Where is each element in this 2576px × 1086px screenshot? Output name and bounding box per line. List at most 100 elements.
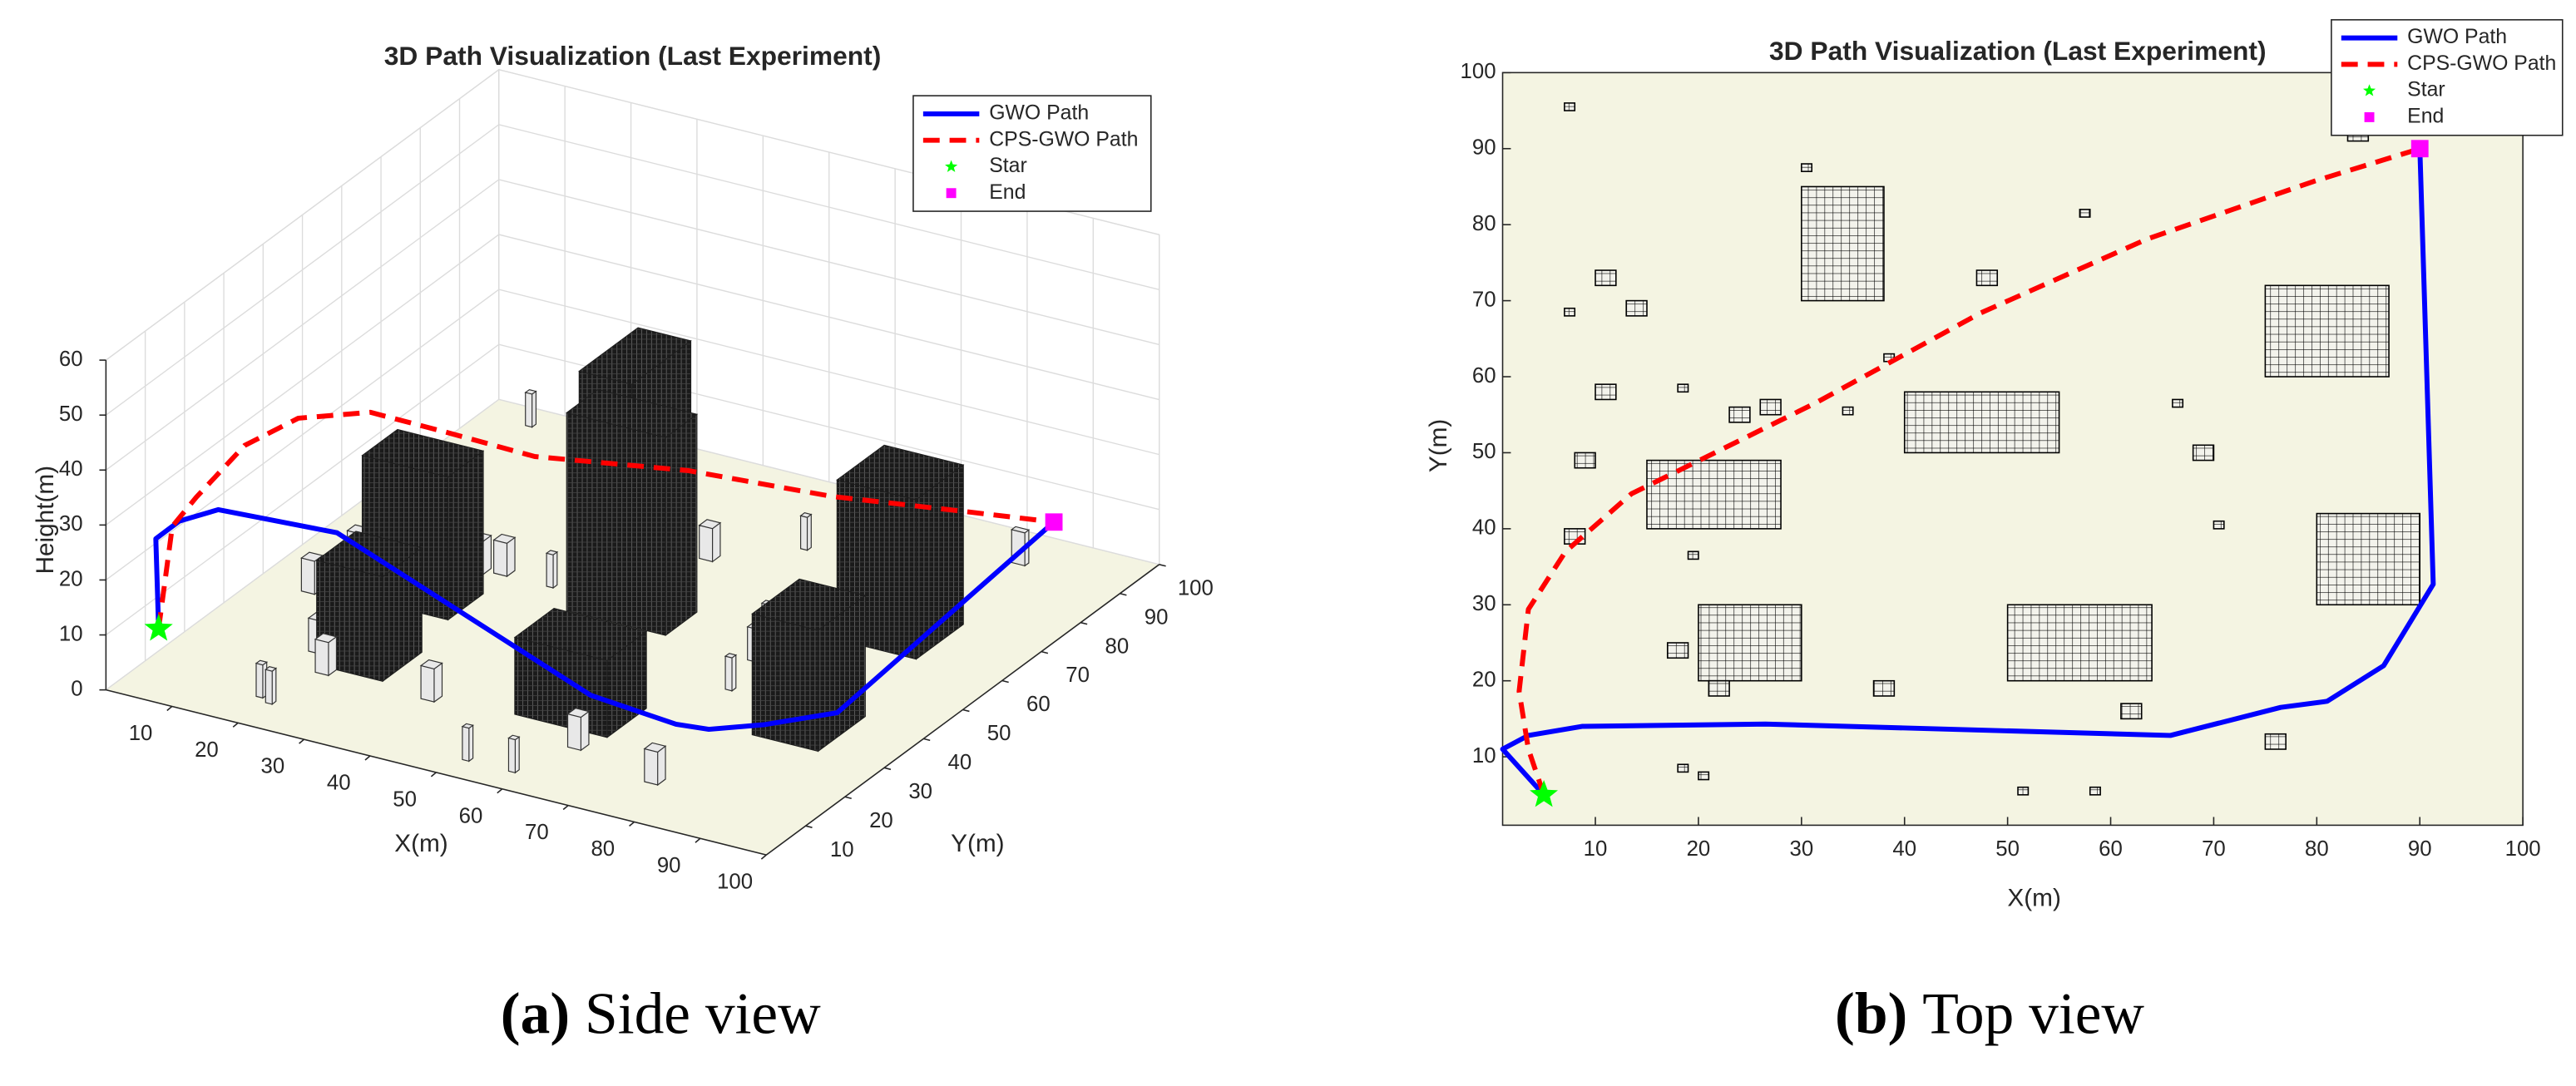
y-tick (1080, 621, 1088, 625)
y-tick (805, 825, 813, 828)
obstacle (2192, 444, 2215, 462)
y-tick (1120, 592, 1127, 596)
obstacle (545, 550, 559, 590)
obstacle (751, 578, 867, 753)
obstacle (1842, 406, 1854, 416)
obstacle (2316, 512, 2421, 606)
y-tick-label: 100 (1461, 60, 1496, 83)
z-tick-label: 30 (59, 512, 83, 536)
obstacle (1708, 679, 1730, 697)
y-tick (1001, 679, 1009, 684)
x-tick-label: 100 (717, 871, 753, 894)
end-marker (1045, 513, 1063, 531)
y-tick (844, 796, 852, 800)
obstacle (2264, 733, 2287, 750)
end-marker (2410, 140, 2429, 158)
y-axis-label: Y(m) (951, 830, 1004, 857)
y-tick-label: 70 (1472, 288, 1496, 311)
x-tick-label: 30 (1789, 837, 1813, 861)
x-axis-label: X(m) (394, 830, 447, 857)
x-tick-label: 60 (2099, 837, 2123, 861)
y-tick (1159, 564, 1166, 567)
x-axis-label: X(m) (2007, 885, 2060, 912)
obstacle (419, 659, 443, 703)
caption: (b) Top view (1835, 981, 2144, 1047)
x-tick-label: 90 (657, 854, 681, 877)
x-tick-label: 70 (525, 821, 549, 844)
z-tick-label: 10 (59, 622, 83, 645)
y-axis-label: Y(m) (1425, 419, 1452, 472)
obstacle (1574, 452, 1596, 469)
obstacle (1646, 459, 1782, 530)
x-tick (562, 804, 569, 811)
y-tick-label: 50 (987, 722, 1011, 745)
x-tick-label: 50 (393, 787, 417, 811)
x-tick-label: 60 (459, 804, 483, 827)
legend-label: Star (2407, 79, 2445, 101)
y-tick-label: 30 (908, 780, 932, 803)
z-tick-label: 60 (59, 348, 83, 371)
obstacle (1903, 391, 2060, 454)
y-tick-label: 50 (1472, 440, 1496, 463)
path-line (156, 409, 1055, 629)
x-tick-label: 40 (327, 772, 351, 795)
x-tick-label: 70 (2202, 837, 2226, 861)
x-tick-label: 80 (591, 837, 615, 861)
y-tick (962, 708, 970, 713)
y-tick-label: 60 (1026, 693, 1051, 716)
y-tick (883, 767, 892, 771)
x-tick (364, 755, 371, 761)
y-tick-label: 40 (1472, 516, 1496, 540)
obstacle (1595, 269, 1617, 287)
z-tick-label: 20 (59, 567, 83, 590)
obstacle (698, 519, 722, 563)
y-tick-label: 10 (830, 838, 854, 861)
obstacle (1687, 550, 1699, 560)
y-tick-label: 30 (1472, 592, 1496, 615)
obstacle (643, 742, 667, 787)
x-tick-label: 10 (1584, 837, 1608, 861)
y-tick (923, 738, 931, 742)
obstacle (1564, 102, 1576, 111)
obstacle (1625, 299, 1648, 317)
x-tick (232, 722, 239, 728)
obstacle (1728, 406, 1751, 423)
obstacle (2264, 284, 2390, 378)
legend-label: Star (989, 155, 1026, 177)
x-tick-label: 50 (1995, 837, 2020, 861)
obstacle (1698, 771, 1710, 781)
obstacle (461, 723, 475, 763)
obstacle (1872, 679, 1896, 697)
x-tick-label: 90 (2408, 837, 2432, 861)
y-tick-label: 20 (869, 809, 893, 832)
x-tick (497, 788, 503, 794)
chart-title: 3D Path Visualization (Last Experiment) (1769, 36, 2267, 66)
obstacle (2006, 604, 2153, 682)
obstacle (724, 653, 738, 693)
obstacle (2172, 398, 2184, 408)
y-tick-label: 80 (1472, 212, 1496, 235)
obstacle (1975, 269, 1999, 287)
x-tick-label: 30 (260, 755, 284, 778)
path-line (153, 506, 1056, 733)
x-tick-label: 20 (195, 738, 219, 762)
legend-label: CPS-GWO Path (2407, 52, 2556, 75)
legend-swatch (2363, 84, 2376, 96)
obstacle (1801, 163, 1813, 172)
x-tick-label: 100 (2505, 837, 2541, 861)
x-tick-label: 10 (129, 722, 153, 745)
obstacle (2017, 786, 2030, 796)
y-tick-label: 100 (1178, 576, 1214, 600)
caption-label: (b) (1835, 981, 1907, 1047)
obstacle (1698, 604, 1802, 682)
plot-frame (1501, 72, 2524, 827)
obstacle (492, 533, 517, 578)
y-tick-label: 90 (1472, 136, 1496, 160)
path-line (1500, 148, 2436, 797)
legend-label: GWO Path (989, 101, 1089, 124)
obstacle (1677, 763, 1689, 773)
start-marker (144, 614, 173, 641)
obstacle (1801, 185, 1885, 302)
obstacle (1666, 642, 1689, 659)
